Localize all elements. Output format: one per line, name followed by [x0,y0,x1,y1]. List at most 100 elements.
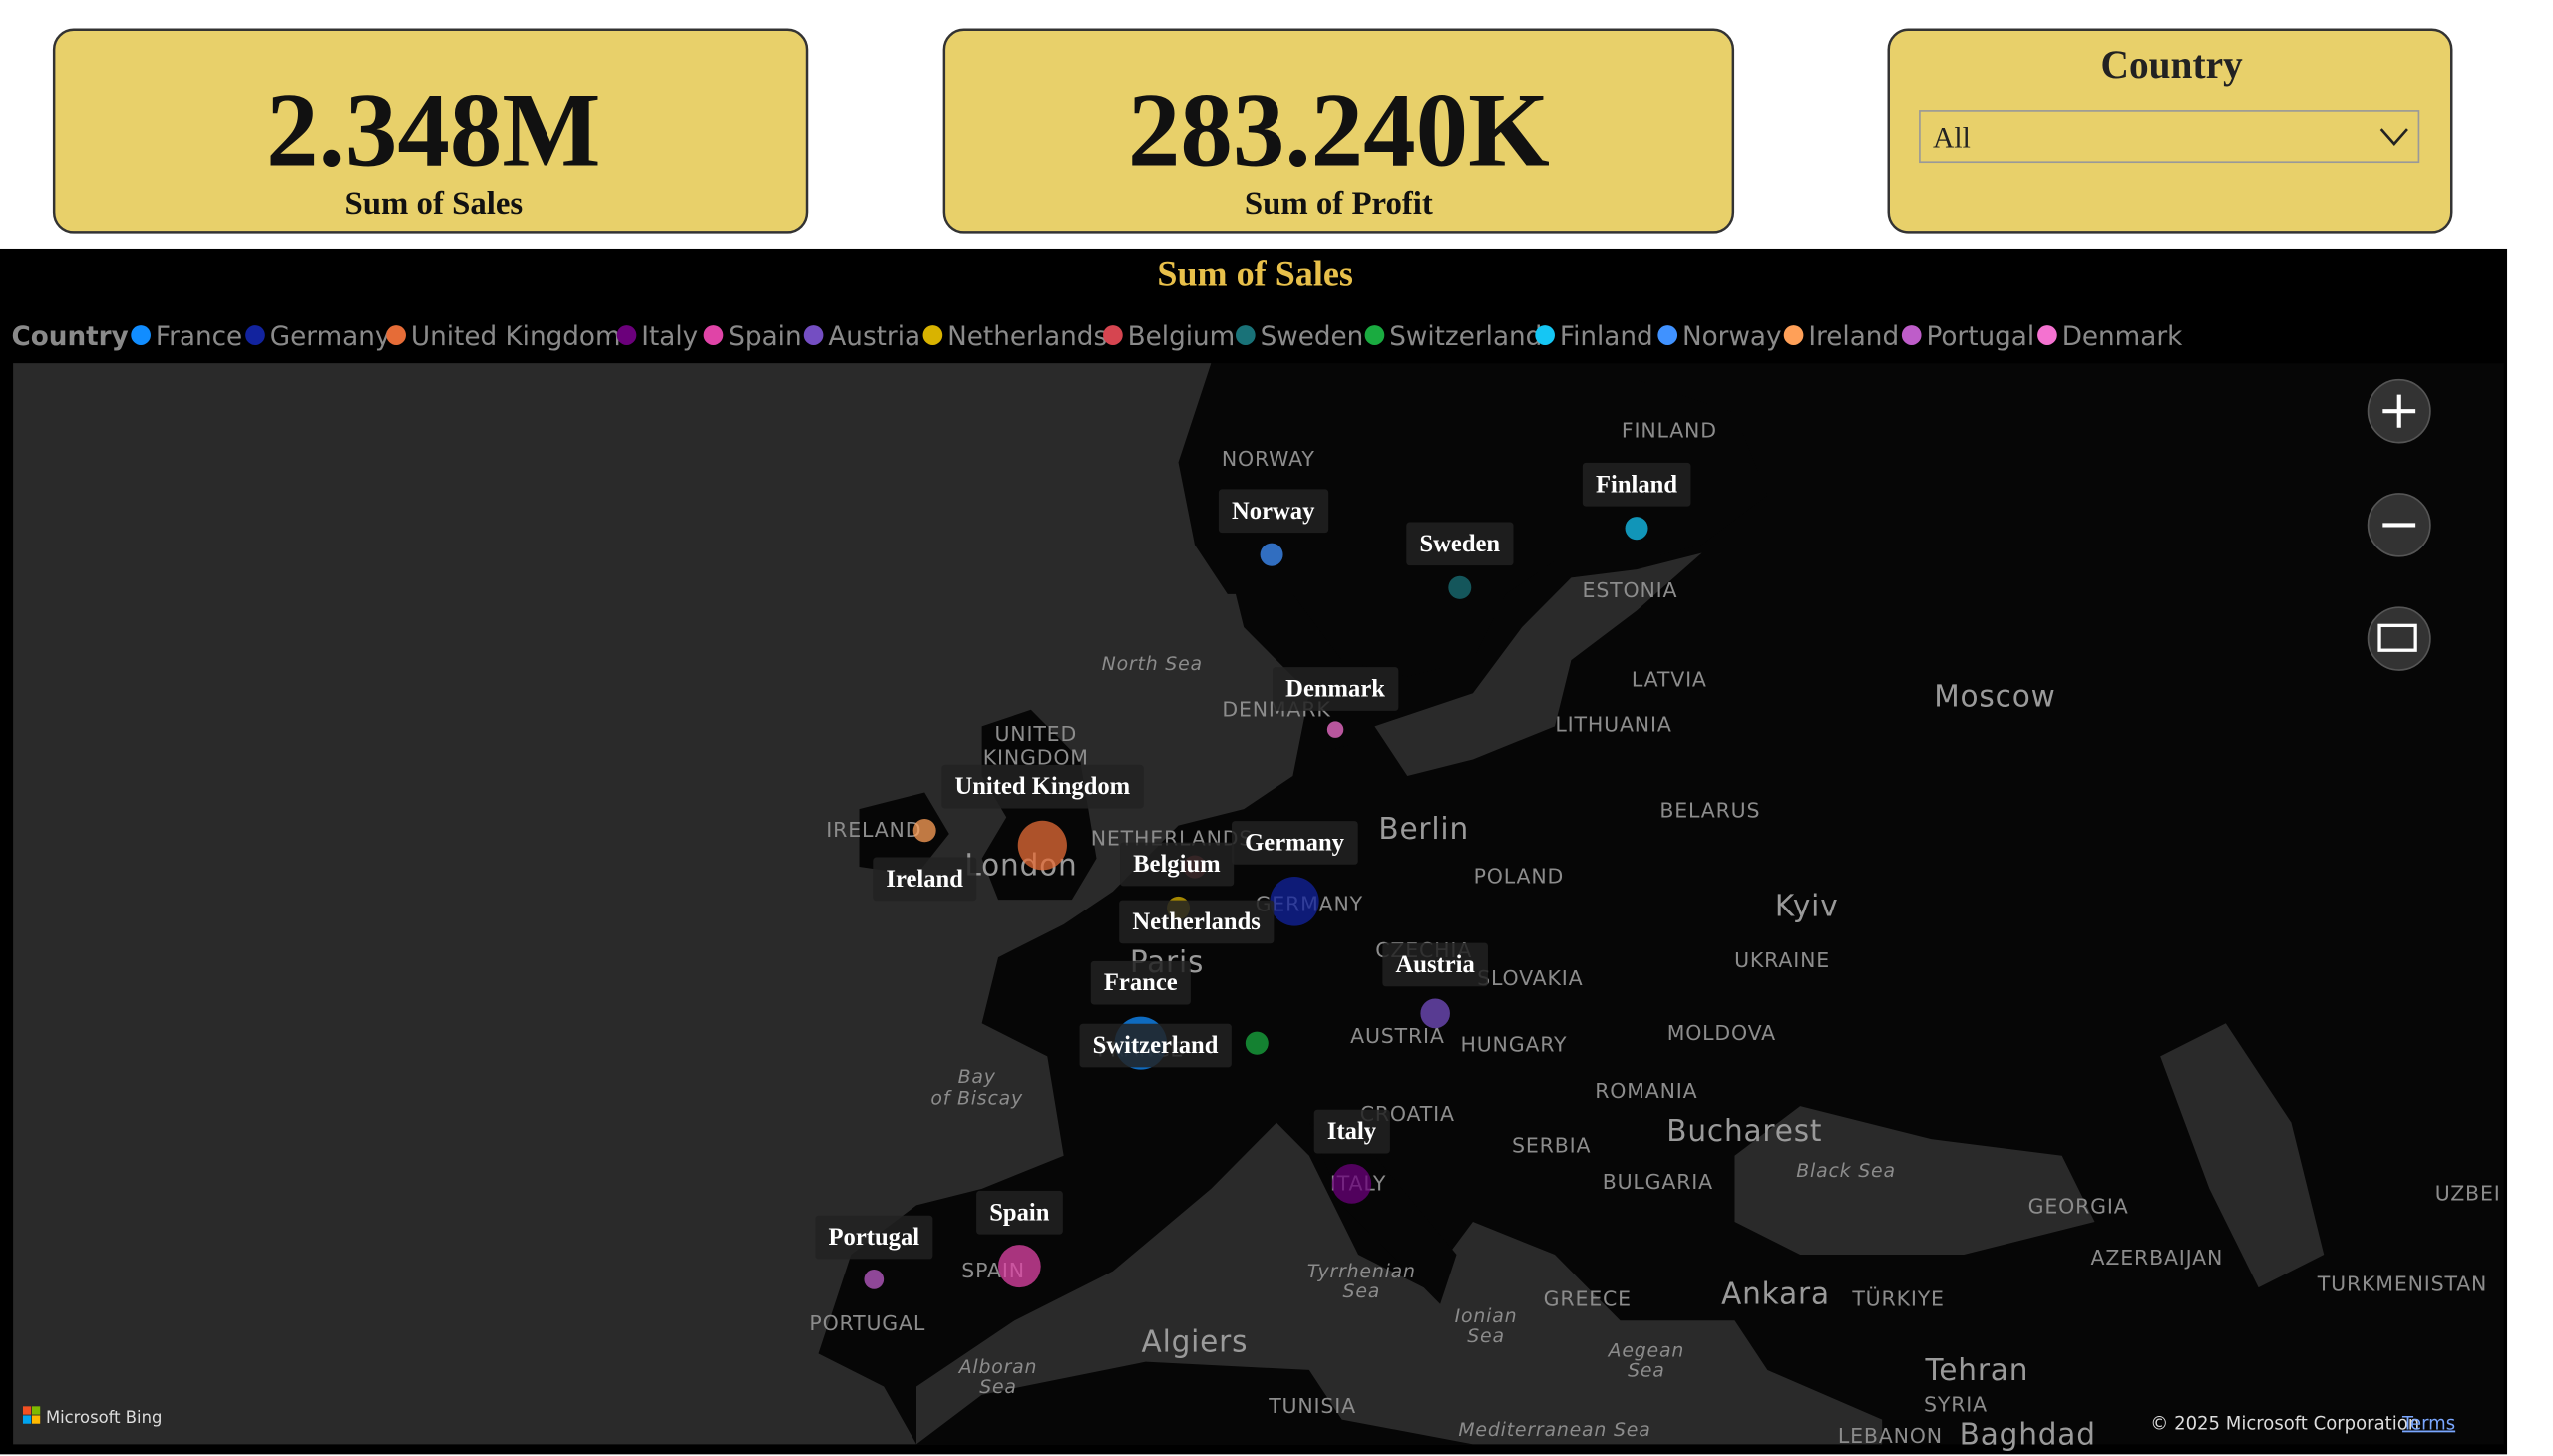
place-label: SLOVAKIA [1477,966,1583,990]
legend-marker [1103,325,1123,345]
legend-label: Ireland [1808,322,1899,352]
bubble[interactable] [998,1245,1041,1288]
place-label: GEORGIA [2028,1195,2129,1219]
chevron [2379,128,2408,147]
place-label: Tehran [1924,1352,2028,1387]
place-label: AUSTRIA [1350,1024,1445,1048]
bubble-label: Finland [1596,471,1677,498]
legend-label: United Kingdom [411,322,621,352]
legend-label: Italy [641,322,698,352]
legend-marker [1235,325,1256,345]
card-label: Sum of Profit [1245,186,1433,222]
place-label: Sea [1628,1359,1665,1381]
legend-label: Spain [728,322,801,352]
legend-label: Austria [828,322,920,352]
place-label: Black Sea [1796,1160,1896,1182]
legend-item[interactable]: Netherlands [922,322,1108,352]
bubble-label-box [1090,960,1191,1005]
place-label: Sea [979,1376,1017,1398]
profit-card: 283.240K Sum of Profit [942,28,1735,234]
bubble[interactable] [1448,575,1472,599]
bubble[interactable] [1625,517,1648,541]
legend-item[interactable]: Ireland [1783,322,1899,352]
terms-link[interactable]: Terms [2401,1413,2455,1434]
place-label: POLAND [1474,865,1564,889]
legend-label: Denmark [2062,322,2183,352]
bubble[interactable] [1017,820,1067,871]
legend-item[interactable]: France [131,322,242,352]
slicer-dropdown[interactable]: All [1919,110,2420,164]
africa [915,1361,1473,1445]
bubble-label: Netherlands [1132,909,1261,935]
bubble[interactable] [1331,1164,1372,1204]
legend-marker [616,325,637,345]
place-label: LEBANON [1838,1424,1943,1448]
place-label: UKRAINE [1734,948,1830,972]
slicer-title: Country [2101,43,2243,87]
bubble-label-box [1313,1109,1390,1154]
place-label: BELARUS [1659,798,1760,822]
bubble[interactable] [864,1269,885,1289]
bubble-label: Switzerland [1093,1032,1219,1059]
legend-marker [1901,325,1922,345]
legend-title: Country [11,322,128,352]
place-label: AZERBAIJAN [2091,1246,2224,1270]
bubble[interactable] [1270,876,1319,926]
place-label: Kyiv [1775,889,1839,923]
bubble-label-box [1119,900,1275,944]
bubble-label-box [976,1190,1063,1235]
black-sea [1734,1106,2095,1256]
dropdown-box[interactable] [1919,110,2420,164]
place-label: UNITED [994,722,1077,746]
card-box [942,28,1735,234]
legend-item[interactable]: Austria [803,322,920,352]
legend-item[interactable]: Portugal [1901,322,2034,352]
legend-label: Portugal [1926,322,2034,352]
legend-item[interactable]: United Kingdom [386,322,621,352]
bubble-label: Belgium [1133,851,1221,878]
select-icon [2377,623,2417,652]
legend-item[interactable]: Switzerland [1364,322,1543,352]
bubble[interactable] [1420,998,1450,1029]
legend-item[interactable]: Finland [1535,322,1653,352]
place-label: Bucharest [1666,1113,1822,1148]
place-label: LATVIA [1632,668,1707,692]
bubble[interactable] [1260,543,1283,566]
legend-marker [386,325,406,345]
place-label: Moscow [1934,678,2055,713]
bubble[interactable] [1326,721,1344,738]
card-box [52,28,809,234]
legend-item[interactable]: Sweden [1235,322,1363,352]
place-label: GREECE [1544,1286,1632,1310]
bubble-label-box [1406,522,1514,566]
legend-item[interactable]: Germany [245,322,390,352]
legend-item[interactable]: Norway [1657,322,1782,352]
card-value: 283.240K [1128,71,1550,188]
country-slicer: Country All [1887,28,2453,234]
bubble-label: Denmark [1285,675,1385,702]
bing-logo [32,1415,41,1424]
place-label: NORWAY [1222,447,1315,471]
legend-label: Germany [270,322,391,352]
place-label: Alboran [957,1356,1038,1378]
select-tool[interactable] [2367,606,2431,671]
bubble-label-box [941,764,1144,809]
legend-item[interactable]: Denmark [2037,322,2183,352]
legend-item[interactable]: Belgium [1103,322,1235,352]
place-label: Algiers [1142,1324,1249,1359]
bubble[interactable] [912,819,936,843]
place-label: SERBIA [1512,1133,1591,1157]
bubbles: France Germany United Kingdom Italy Spain Aus… [815,462,1691,1289]
place-label: IRELAND [826,818,921,842]
bubble-label: Sweden [1419,531,1500,557]
map-visual: Sum of Sales Country France Germany United… [0,248,2508,1455]
card-label: Sum of Sales [345,186,524,222]
bubble-label-box [815,1215,933,1260]
zoom-controls [2367,378,2431,671]
bubble[interactable] [1245,1031,1269,1055]
scandinavia [1178,363,1768,677]
bubble-label: Spain [989,1199,1049,1226]
place-label: ROMANIA [1595,1079,1697,1103]
legend-item[interactable]: Italy [616,322,699,352]
legend-item[interactable]: Spain [703,322,802,352]
